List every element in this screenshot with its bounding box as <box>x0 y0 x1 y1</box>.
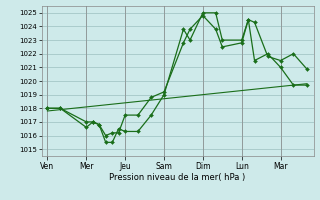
X-axis label: Pression niveau de la mer( hPa ): Pression niveau de la mer( hPa ) <box>109 173 246 182</box>
